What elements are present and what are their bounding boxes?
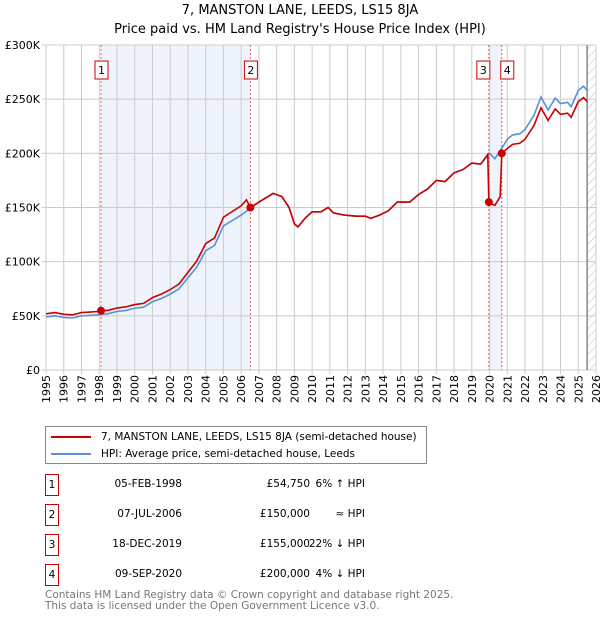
- y-tick-label: £250K: [5, 93, 41, 106]
- x-tick-label: 2009: [288, 375, 301, 403]
- x-tick-label: 2024: [555, 375, 568, 403]
- legend-swatch-red: [51, 436, 91, 438]
- x-tick-label: 2023: [537, 375, 550, 403]
- y-tick-label: £0: [26, 364, 40, 377]
- sale-date: 18-DEC-2019: [112, 538, 182, 550]
- sale-hpi-diff: 4% ↓ HPI: [315, 568, 365, 580]
- x-tick-label: 2002: [164, 375, 177, 403]
- sale-label-box: [243, 60, 258, 80]
- chart-subtitle: Price paid vs. HM Land Registry's House …: [114, 22, 486, 37]
- sale-point: [97, 306, 105, 315]
- sale-date: 07-JUL-2006: [117, 508, 182, 520]
- x-tick-label: 1997: [75, 375, 88, 403]
- sale-row: 2 07-JUL-2006 £150,000 ≈ HPI: [45, 504, 385, 526]
- x-tick-label: 2000: [129, 375, 142, 403]
- x-tick-label: 2018: [448, 375, 461, 403]
- sale-badge: 3: [45, 534, 59, 556]
- x-tick-label: 2010: [306, 375, 319, 403]
- sale-row: 1 05-FEB-1998 £54,750 6% ↑ HPI: [45, 474, 385, 496]
- legend-label: 7, MANSTON LANE, LEEDS, LS15 8JA (semi-d…: [101, 431, 417, 443]
- sale-row: 3 18-DEC-2019 £155,000 22% ↓ HPI: [45, 534, 385, 556]
- legend-swatch-blue: [51, 453, 91, 455]
- x-tick-label: 2013: [359, 375, 372, 403]
- sale-hpi-diff: 6% ↑ HPI: [315, 478, 365, 490]
- x-tick-label: 2021: [501, 375, 514, 403]
- y-tick-label: £100K: [5, 256, 41, 269]
- sale-date: 05-FEB-1998: [114, 478, 182, 490]
- x-tick-label: 2003: [182, 375, 195, 403]
- x-tick-label: 2015: [395, 375, 408, 403]
- sale-hpi-diff: 22% ↓ HPI: [308, 538, 365, 550]
- sale-price: £150,000: [259, 508, 310, 520]
- price-chart: 1995 1996 1997 1998 1999 2000 2001 2002 2003 2004…: [5, 39, 600, 403]
- x-tick-label: 2026: [590, 375, 600, 403]
- legend-item-hpi: HPI: Average price, semi-detached house,…: [51, 446, 355, 462]
- sale-badge: 1: [45, 474, 59, 496]
- sale-label: 1: [98, 64, 105, 77]
- x-tick-label: 2019: [466, 375, 479, 403]
- x-tick-label: 2017: [430, 375, 443, 403]
- sale-label: 3: [480, 64, 487, 77]
- x-tick-label: 2006: [235, 375, 248, 403]
- sale-label-box: [476, 60, 491, 80]
- property-price-line: [45, 96, 588, 316]
- x-tick-label: 1998: [93, 375, 106, 403]
- legend: 7, MANSTON LANE, LEEDS, LS15 8JA (semi-d…: [45, 426, 427, 464]
- sale-point: [246, 203, 255, 212]
- x-tick-label: 2011: [324, 375, 337, 403]
- x-tick-label: 1995: [40, 375, 53, 403]
- sale-label-box: [94, 60, 109, 80]
- legend-label: HPI: Average price, semi-detached house,…: [101, 448, 355, 460]
- y-tick-label: £200K: [5, 147, 41, 160]
- sale-badge: 4: [45, 564, 59, 586]
- sale-badge: 2: [45, 504, 59, 526]
- x-tick-label: 2022: [519, 375, 532, 403]
- x-tick-label: 2004: [200, 375, 213, 403]
- legend-item-property: 7, MANSTON LANE, LEEDS, LS15 8JA (semi-d…: [51, 429, 417, 445]
- sale-price: £54,750: [266, 478, 310, 490]
- x-tick-label: 2007: [253, 375, 266, 403]
- sale-label: 4: [504, 64, 511, 77]
- x-tick-label: 2005: [217, 375, 230, 403]
- sale-date: 09-SEP-2020: [114, 568, 182, 580]
- x-tick-label: 2012: [342, 375, 355, 403]
- chart-title: 7, MANSTON LANE, LEEDS, LS15 8JA: [181, 3, 419, 18]
- sale-point: [484, 198, 493, 207]
- sale-label: 2: [247, 64, 254, 77]
- y-tick-label: £50K: [12, 310, 41, 323]
- footer-copyright: Contains HM Land Registry data © Crown c…: [45, 589, 454, 601]
- y-tick-label: £300K: [5, 39, 41, 52]
- x-tick-label: 1999: [111, 375, 124, 403]
- x-tick-label: 2016: [413, 375, 426, 403]
- sale-hpi-diff: ≈ HPI: [335, 508, 365, 520]
- x-tick-label: 2020: [484, 375, 497, 403]
- x-tick-label: 2025: [572, 375, 585, 403]
- sale-point: [497, 149, 506, 158]
- sale-price: £155,000: [259, 538, 310, 550]
- sale-label-box: [500, 60, 515, 80]
- x-tick-label: 2014: [377, 375, 390, 403]
- sale-price: £200,000: [259, 568, 310, 580]
- x-tick-label: 1996: [58, 375, 71, 403]
- sale-row: 4 09-SEP-2020 £200,000 4% ↓ HPI: [45, 564, 385, 586]
- x-tick-label: 2008: [271, 375, 284, 403]
- y-tick-label: £150K: [5, 202, 41, 215]
- x-tick-label: 2001: [146, 375, 159, 403]
- footer-licence: This data is licensed under the Open Gov…: [45, 600, 380, 612]
